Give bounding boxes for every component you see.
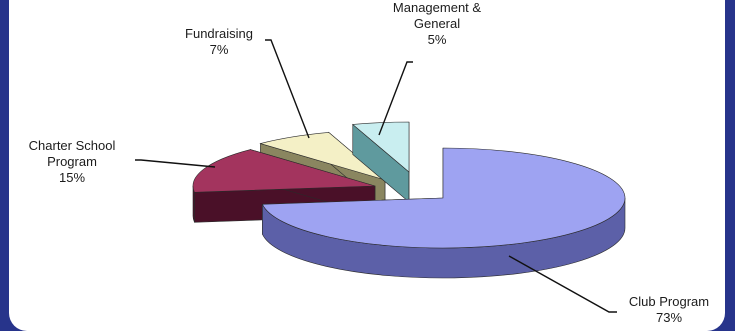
slice-management-general <box>352 121 410 203</box>
label-line: 7% <box>210 42 229 57</box>
label-line: Fundraising <box>185 26 253 41</box>
slice-top <box>352 121 410 173</box>
label-line: General <box>414 16 460 31</box>
leader-line-management-general <box>378 61 413 136</box>
label-line: Management & <box>393 0 481 15</box>
label-line: 15% <box>59 170 85 185</box>
leader-line-club-program <box>508 255 617 313</box>
label-line: 5% <box>428 32 447 47</box>
label-line: 73% <box>656 310 682 325</box>
label-line: Club Program <box>629 294 709 309</box>
slice-top <box>192 149 376 193</box>
slice-top <box>259 132 386 181</box>
label-management-general: Management & General 5% <box>393 0 481 47</box>
label-line: Program <box>47 154 97 169</box>
label-fundraising: Fundraising 7% <box>185 26 253 57</box>
label-charter-school-program: Charter School Program 15% <box>29 138 116 185</box>
slice-club-program <box>261 147 626 279</box>
label-club-program: Club Program 73% <box>629 294 709 325</box>
slice-top <box>261 147 626 249</box>
leader-line-charter-school-program <box>135 159 216 168</box>
pie-chart: Club Program 73% Charter School Program 15% F… <box>29 0 709 325</box>
leader-line-fundraising <box>265 39 310 139</box>
chart-panel: Club Program 73% Charter School Program 15% F… <box>9 0 725 331</box>
label-line: Charter School <box>29 138 116 153</box>
